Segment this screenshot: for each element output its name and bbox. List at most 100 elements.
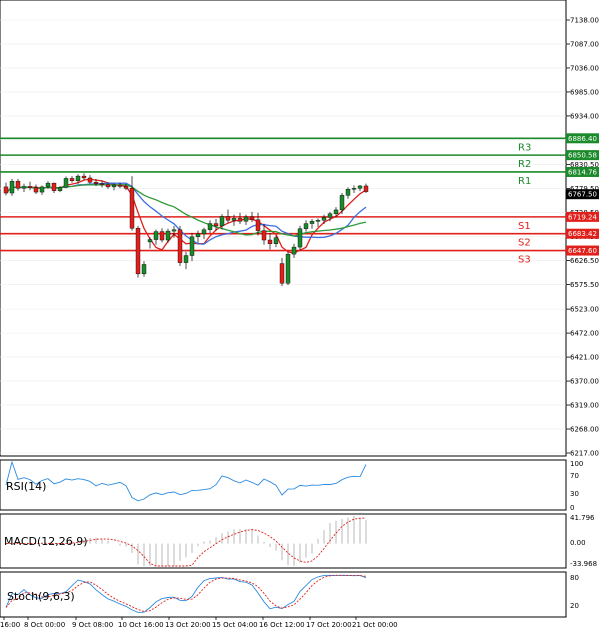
stoch-d-line [5, 574, 367, 612]
level-badge [566, 166, 599, 177]
candle-body [327, 213, 333, 218]
price-tick-label: 6217.00 [570, 450, 599, 458]
candle-body [171, 229, 177, 232]
stoch-axis-label: 80 [570, 574, 579, 582]
level-badge [566, 245, 599, 256]
candle-body [285, 253, 291, 284]
candle-body [363, 185, 369, 192]
candle-body [69, 178, 75, 181]
candle-body [321, 217, 327, 221]
time-label: 15 Oct 04:00 [212, 621, 258, 629]
macd-axis-label: -33.968 [570, 560, 597, 568]
stoch-k-line [5, 574, 367, 613]
candle-body [267, 239, 273, 244]
candle-body [273, 237, 279, 244]
time-label: 8 Oct 00:00 [24, 621, 65, 629]
candle-body [225, 216, 231, 221]
stoch-title: Stoch(9,6,3) [7, 590, 75, 603]
price-tick-label: 6268.00 [570, 426, 599, 434]
current-price-badge [566, 189, 599, 200]
price-tick-label: 6779.50 [570, 185, 599, 193]
candle-body [27, 186, 33, 189]
indicator-axes: 100 70 30 0 41.796 0.00 -33.968 80 20 [570, 460, 597, 610]
candle-body [63, 178, 69, 188]
level-badge-label: 6814.76 [568, 168, 597, 176]
candle-body [159, 231, 165, 241]
rsi-axis-label: 100 [570, 460, 583, 468]
rsi-axis-label: 0 [570, 504, 574, 512]
price-tick-label: 6575.50 [570, 281, 599, 289]
candle-body [111, 184, 117, 188]
candle-body [3, 186, 9, 194]
candle-body [237, 218, 243, 222]
time-label: 9 Oct 08:00 [72, 621, 113, 629]
main-grid [0, 19, 566, 454]
macd-panel [0, 513, 567, 569]
candle-body [15, 181, 21, 189]
level-label-s1: S1 [518, 221, 531, 232]
time-label: 21 Oct 00:00 [352, 621, 398, 629]
candle-body [339, 195, 345, 211]
candle-body [105, 184, 111, 188]
candle-body [21, 186, 27, 189]
candle-body [231, 218, 237, 221]
candle-body [189, 236, 195, 256]
time-label: 17 Oct 20:00 [306, 621, 352, 629]
level-badge [566, 211, 599, 222]
price-tick-label: 6523.00 [570, 306, 599, 314]
price-tick-label: 6421.00 [570, 354, 599, 362]
price-tick-label: 6370.00 [570, 378, 599, 386]
candle-body [147, 239, 153, 243]
macd-title: MACD(12,26,9) [4, 535, 88, 548]
candle-body [333, 209, 339, 214]
level-badge [566, 133, 599, 144]
candle-body [195, 233, 201, 237]
candle-body [135, 228, 141, 275]
level-badge-label: 6719.24 [568, 213, 597, 221]
candle-body [291, 246, 297, 255]
level-label-s2: S2 [518, 238, 531, 249]
candle-body [141, 264, 147, 275]
candle-body [315, 220, 321, 222]
current-price-label: 6767.50 [568, 191, 597, 199]
candle-body [297, 228, 303, 248]
candle-body [213, 223, 219, 227]
level-label-r2: R2 [518, 159, 531, 170]
rsi-axis-label: 70 [570, 472, 579, 480]
level-badge-label: 6647.60 [568, 247, 597, 255]
time-label: 16 Oct 12:00 [259, 621, 305, 629]
price-tick-label: 6319.00 [570, 402, 599, 410]
price-tick-label: 7138.00 [570, 17, 599, 25]
candle-body [39, 186, 45, 193]
price-tick-label: 7087.00 [570, 40, 599, 48]
price-tick-label: 6934.00 [570, 112, 599, 120]
candle-body [345, 189, 351, 196]
candle-body [165, 230, 171, 241]
candle-body [117, 184, 123, 187]
candle-body [219, 216, 225, 227]
candle-body [45, 182, 51, 188]
rsi-line [5, 460, 367, 502]
rsi-panel [0, 459, 567, 511]
candle-body [201, 229, 207, 235]
candle-body [207, 223, 213, 230]
candle-body [357, 185, 363, 189]
candle-body [99, 183, 105, 185]
macd-axis-label: 0.00 [570, 539, 586, 547]
level-badge [566, 150, 599, 161]
candle-body [279, 263, 285, 284]
candle-body [81, 175, 87, 179]
candle-body [303, 223, 309, 229]
time-label: 13 Oct 20:00 [165, 621, 211, 629]
stoch-axis-label: 20 [570, 602, 579, 610]
macd-signal-line [6, 517, 367, 567]
level-label-r1: R1 [518, 176, 531, 187]
price-tick-label: 6830.50 [570, 161, 599, 169]
level-label-s3: S3 [518, 255, 531, 266]
indicator-lines [5, 460, 367, 613]
candle-body [309, 221, 315, 224]
level-badge-label: 6886.40 [568, 135, 597, 143]
candle-body [33, 187, 39, 193]
candle-body [129, 188, 135, 229]
